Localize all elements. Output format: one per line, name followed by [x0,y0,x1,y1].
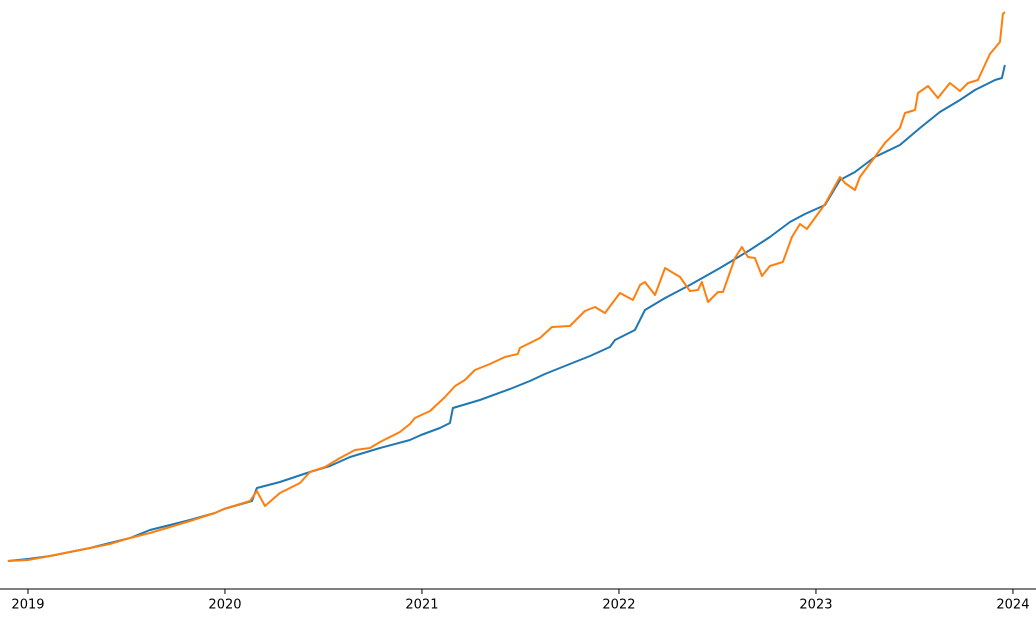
x-tick-label: 2019 [11,598,44,613]
x-tick-label: 2024 [996,598,1029,613]
line-series [7,64,1006,562]
x-tick-label: 2023 [799,598,832,613]
x-tick-label: 2021 [405,598,438,613]
x-tick-label: 2022 [602,598,635,613]
x-tick-label: 2020 [208,598,241,613]
line-series [7,11,1006,562]
